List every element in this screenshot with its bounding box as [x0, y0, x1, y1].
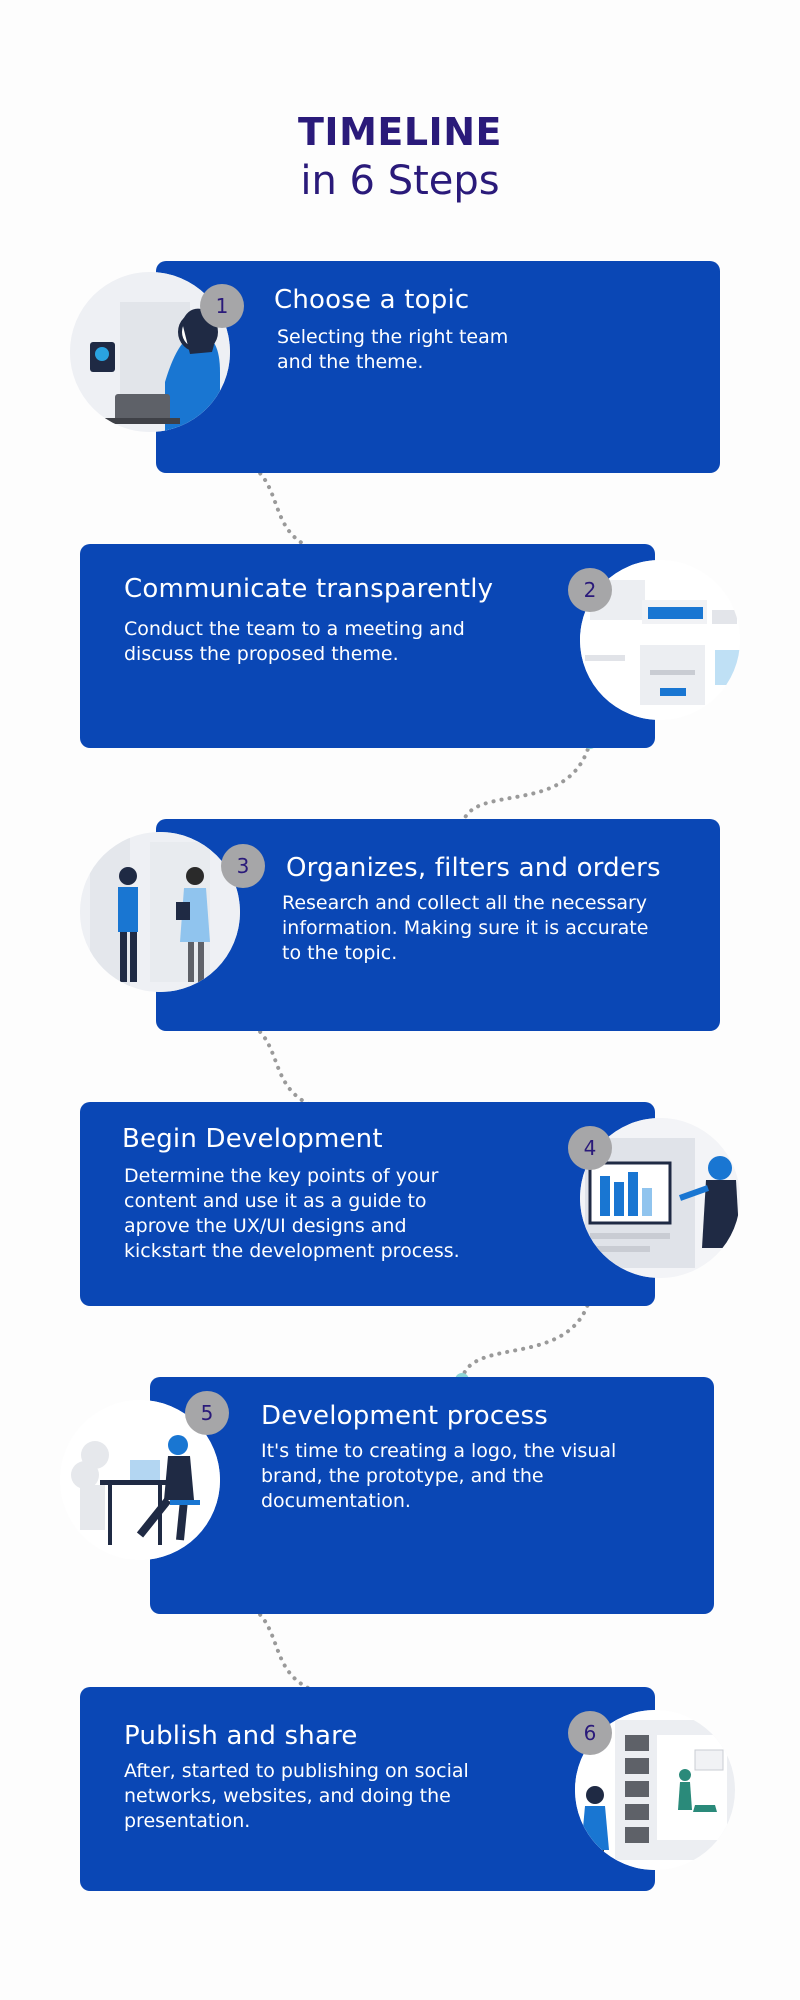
step-title: Organizes, filters and orders	[286, 853, 661, 883]
step-description: Determine the key points of your content…	[124, 1165, 460, 1262]
woman-with-laptop-icon	[70, 272, 230, 432]
timeline-header: TIMELINE in 6 Steps	[0, 108, 800, 206]
person-with-gallery-icon	[575, 1710, 735, 1870]
step-illustration-3	[80, 832, 240, 992]
two-people-talking-icon	[80, 832, 240, 992]
connector-2-3	[460, 740, 592, 828]
step-badge-6: 6	[568, 1711, 612, 1755]
step-illustration-2	[580, 560, 740, 720]
step-card-5: Development process It's time to creatin…	[150, 1377, 714, 1614]
step-card-2: Communicate transparently Conduct the te…	[80, 544, 655, 748]
page-subtitle: in 6 Steps	[300, 158, 500, 204]
step-title: Publish and share	[124, 1721, 358, 1751]
step-badge-2: 2	[568, 568, 612, 612]
page-title: TIMELINE	[298, 110, 502, 154]
step-illustration-1	[70, 272, 230, 432]
step-title: Choose a topic	[274, 285, 470, 315]
step-card-3: Organizes, filters and orders Research a…	[156, 819, 720, 1031]
step-badge-4: 4	[568, 1126, 612, 1170]
step-illustration-6	[575, 1710, 735, 1870]
step-badge-1: 1	[200, 284, 244, 328]
step-card-6: Publish and share After, started to publ…	[80, 1687, 655, 1891]
connector-4-5	[460, 1296, 592, 1382]
step-title: Development process	[261, 1401, 549, 1431]
step-illustration-4	[580, 1118, 740, 1278]
step-title: Begin Development	[122, 1124, 383, 1154]
step-description: Research and collect all the necessary i…	[282, 892, 649, 964]
step-description: Conduct the team to a meeting and discus…	[124, 618, 465, 665]
step-description: Selecting the right team and the theme.	[277, 326, 509, 373]
step-card-1: Choose a topic Selecting the right team …	[156, 261, 720, 473]
step-title: Communicate transparently	[124, 574, 494, 604]
step-card-4: Begin Development Determine the key poin…	[80, 1102, 655, 1306]
step-description: It's time to creating a logo, the visual…	[261, 1440, 617, 1512]
step-description: After, started to publishing on social n…	[124, 1760, 469, 1832]
step-badge-3: 3	[221, 844, 265, 888]
step-badge-5: 5	[185, 1391, 229, 1435]
